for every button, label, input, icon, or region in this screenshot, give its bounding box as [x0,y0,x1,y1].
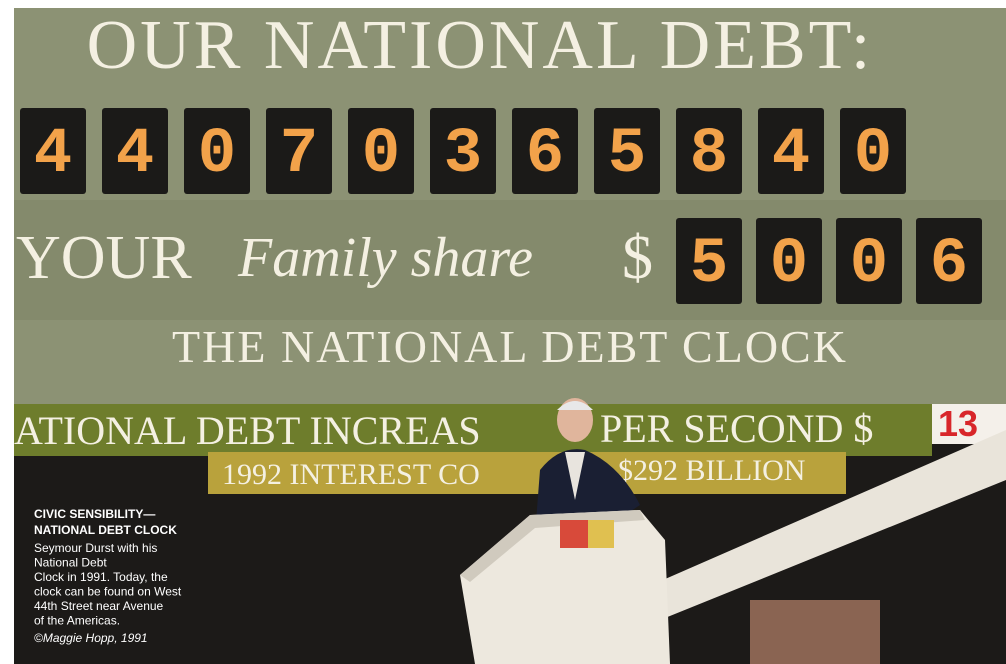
photo: OUR NATIONAL DEBT: 44070365840 YOUR Fami… [0,0,1006,664]
sign-family-share: Family share [237,227,533,289]
digit: 8 [690,119,728,191]
caption-line: CIVIC SENSIBILITY— [34,507,155,521]
digit: 5 [608,119,646,191]
digit: 6 [930,229,968,301]
increase-left: ATIONAL DEBT INCREAS [14,408,481,453]
digit: 4 [34,119,72,191]
digit: 0 [362,119,400,191]
interest-left: 1992 INTEREST CO [222,458,480,491]
digit: 0 [198,119,236,191]
sign-your: YOUR [16,224,192,292]
digit: 5 [690,229,728,301]
sign-headline: OUR NATIONAL DEBT: [87,7,874,84]
caption-line: Clock in 1991. Today, the [34,570,168,584]
caption-line: National Debt [34,556,107,570]
digit: 7 [280,119,318,191]
page: OUR NATIONAL DEBT: 44070365840 YOUR Fami… [0,0,1006,664]
sign-clock-name: THE NATIONAL DEBT CLOCK [172,321,848,372]
digit: 0 [854,119,892,191]
increase-digits: 13 [938,403,978,444]
digit: 3 [444,119,482,191]
sign-dollar: $ [622,224,653,292]
caption-line: clock can be found on West [34,585,182,599]
caption-line: Seymour Durst with his [34,541,157,555]
digit: 0 [770,229,808,301]
digit: 0 [850,229,888,301]
caption-line: of the Americas. [34,614,120,628]
caption-line: 44th Street near Avenue [34,599,164,613]
digit: 4 [772,119,810,191]
digit: 4 [116,119,154,191]
increase-right: PER SECOND $ [600,406,873,451]
digit: 6 [526,119,564,191]
caption-line: NATIONAL DEBT CLOCK [34,523,177,537]
caption-credit: ©Maggie Hopp, 1991 [34,631,148,645]
interest-right: $292 BILLION [618,454,805,487]
